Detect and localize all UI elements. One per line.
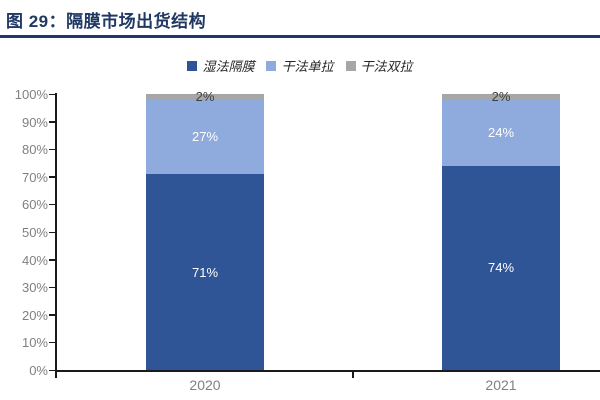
bar-value-label: 71% — [191, 264, 219, 280]
y-axis-tick-label: 80% — [21, 142, 48, 158]
legend-item: 干法单拉 — [266, 56, 334, 75]
y-axis-tick — [49, 259, 55, 261]
bar-segment: 71% — [146, 174, 264, 370]
legend-swatch-icon — [266, 60, 277, 71]
y-axis-tick — [49, 148, 55, 151]
x-axis-line — [55, 370, 600, 372]
legend-swatch-icon — [187, 60, 198, 71]
y-axis-tick — [49, 203, 55, 206]
bar-value-label: 27% — [191, 129, 219, 145]
y-axis-tick-label: 10% — [21, 335, 48, 351]
y-axis-tick — [49, 93, 55, 95]
legend-label: 湿法隔膜 — [202, 60, 255, 75]
x-axis-category-label: 2020 — [189, 377, 221, 393]
y-axis-line — [55, 93, 57, 377]
legend-swatch-icon — [345, 60, 356, 71]
bar-segment: 2% — [146, 90, 264, 103]
bar-value-label: 2% — [195, 89, 215, 105]
y-axis-tick-label: 70% — [21, 169, 48, 185]
y-axis-tick — [49, 314, 55, 316]
title-underline — [0, 35, 600, 38]
bar-segment: 24% — [442, 99, 560, 166]
bar-value-label: 2% — [491, 89, 511, 105]
y-axis-tick-label: 50% — [21, 225, 48, 240]
x-axis-tick — [352, 372, 354, 378]
stacked-bar-2020: 71% 27% 2% — [146, 90, 264, 370]
legend-item: 湿法隔膜 — [187, 56, 254, 75]
bars-container: 71% 27% 2% 74% 24% 2% — [0, 90, 600, 370]
stacked-bar-2021: 74% 24% 2% — [442, 90, 560, 370]
bar-value-label: 24% — [487, 125, 515, 141]
y-axis-tick-label: 60% — [21, 197, 48, 213]
y-axis-tick — [49, 231, 55, 233]
legend-label: 干法单拉 — [281, 60, 334, 75]
y-axis-tick-label: 100% — [14, 87, 48, 102]
x-axis-tick — [55, 372, 57, 378]
y-axis-tick-label: 0% — [29, 363, 48, 378]
bar-segment: 74% — [442, 165, 560, 370]
bar-value-label: 74% — [487, 260, 515, 276]
y-axis-tick-label: 20% — [21, 307, 48, 323]
bar-segment: 2% — [442, 90, 560, 103]
y-axis-tick — [49, 341, 55, 344]
y-axis-tick — [49, 286, 55, 289]
y-axis-tick-label: 90% — [21, 114, 48, 130]
bar-segment: 27% — [146, 99, 264, 175]
x-axis-category-label: 2021 — [485, 377, 517, 393]
y-axis-tick — [49, 369, 55, 371]
legend-item: 干法双拉 — [345, 56, 413, 75]
figure-title: 图 29：隔膜市场出货结构 — [6, 12, 207, 31]
y-axis-tick-label: 30% — [21, 280, 48, 296]
y-axis-tick — [49, 176, 55, 178]
y-axis-tick — [49, 121, 55, 123]
chart-legend: 湿法隔膜 干法单拉 干法双拉 — [0, 56, 600, 75]
y-axis-tick-label: 40% — [21, 252, 48, 268]
legend-label: 干法双拉 — [360, 60, 413, 75]
